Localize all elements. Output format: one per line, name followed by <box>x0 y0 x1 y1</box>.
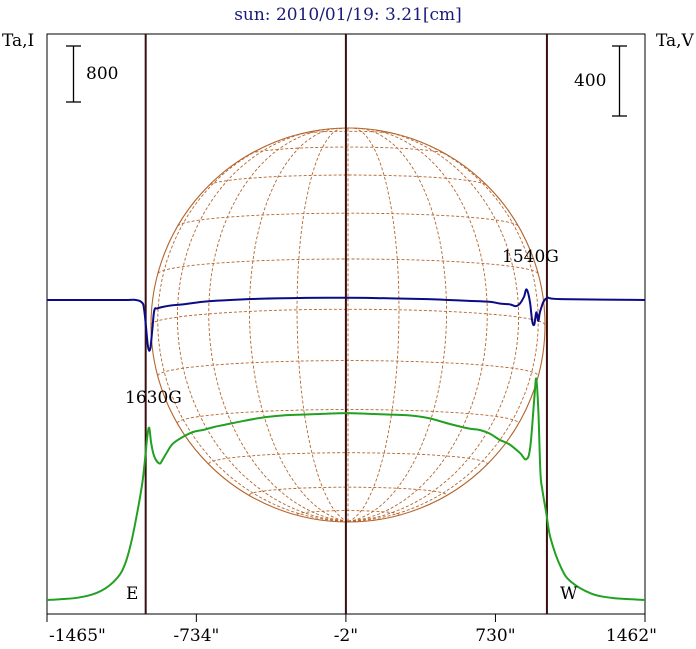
longitude-line <box>347 127 400 522</box>
longitude-line <box>347 128 488 522</box>
longitude-line <box>347 130 520 522</box>
longitude-line <box>176 130 349 522</box>
scale-bar-right-label: 400 <box>574 71 606 91</box>
longitude-line <box>347 127 447 522</box>
latitude-line <box>299 130 397 135</box>
latitude-line <box>150 308 546 326</box>
annotation-1630G: 1630G <box>125 388 182 408</box>
east-limb-marker: E <box>126 584 138 604</box>
y-axis-label-left: Ta,I <box>2 31 34 51</box>
longitude-line <box>208 128 349 522</box>
y-axis-label-right: Ta,V <box>656 31 695 51</box>
scale-bar-left: 800 <box>66 45 118 103</box>
longitude-line <box>347 136 539 522</box>
scale-bar-right: 400 <box>574 45 627 117</box>
longitude-line <box>296 127 349 522</box>
chart-title: sun: 2010/01/19: 3.21[cm] <box>234 5 462 25</box>
longitude-line <box>157 136 349 522</box>
x-tick-label: -734" <box>173 626 219 646</box>
x-tick-label: 730" <box>475 626 515 646</box>
scale-bar-left-label: 800 <box>86 64 118 84</box>
latitude-line <box>177 212 519 227</box>
x-tick-label: -2" <box>334 626 358 646</box>
series-intensity-line <box>46 377 646 601</box>
x-axis-ticks: -1465" -734" -2" 730" 1462" <box>46 614 657 646</box>
west-limb-marker: W <box>560 584 578 604</box>
annotation-1540G: 1540G <box>502 247 559 267</box>
series-layer <box>46 288 646 601</box>
solar-disk <box>150 127 546 523</box>
x-tick-label: 1462" <box>606 626 657 646</box>
series-polarization-line <box>46 288 646 352</box>
longitude-line <box>249 127 349 522</box>
x-tick-label: -1465" <box>49 626 106 646</box>
latitude-line <box>250 146 446 155</box>
